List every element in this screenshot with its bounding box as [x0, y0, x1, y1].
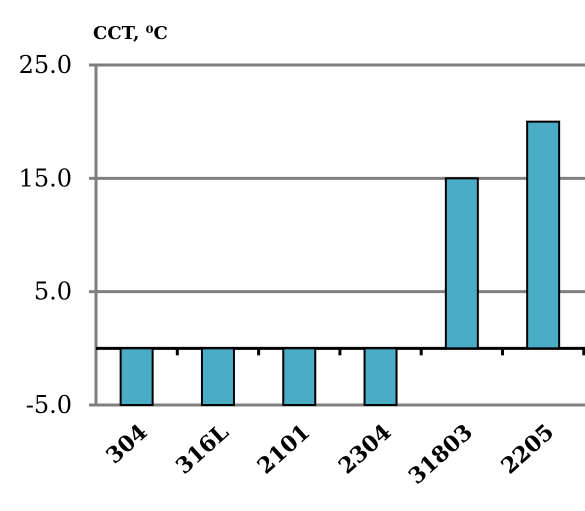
- bar: [119, 347, 154, 407]
- category-label: 2205: [496, 419, 559, 479]
- gridlines: [89, 63, 585, 407]
- y-tick-label: 5.0: [34, 278, 72, 306]
- category-label: 31803: [404, 419, 478, 490]
- category-label: 2101: [252, 419, 315, 479]
- bar: [526, 120, 561, 350]
- category-labels: 304 316L 2101 2304 31803 2205: [101, 419, 559, 490]
- category-label: 2304: [334, 419, 397, 479]
- y-tick-label: 25.0: [19, 51, 72, 79]
- y-tick-label: -5.0: [26, 391, 72, 419]
- bar: [200, 347, 235, 407]
- bars: [119, 120, 561, 407]
- bar: [363, 347, 398, 407]
- category-label: 316L: [171, 419, 234, 479]
- y-tick-label: 15.0: [19, 164, 72, 192]
- y-axis-label: CCT, ⁰C: [93, 23, 168, 44]
- category-label: 304: [101, 419, 153, 469]
- y-tick-labels: -5.0 5.0 15.0 25.0: [19, 51, 72, 419]
- bar: [282, 347, 317, 407]
- bar: [444, 177, 479, 350]
